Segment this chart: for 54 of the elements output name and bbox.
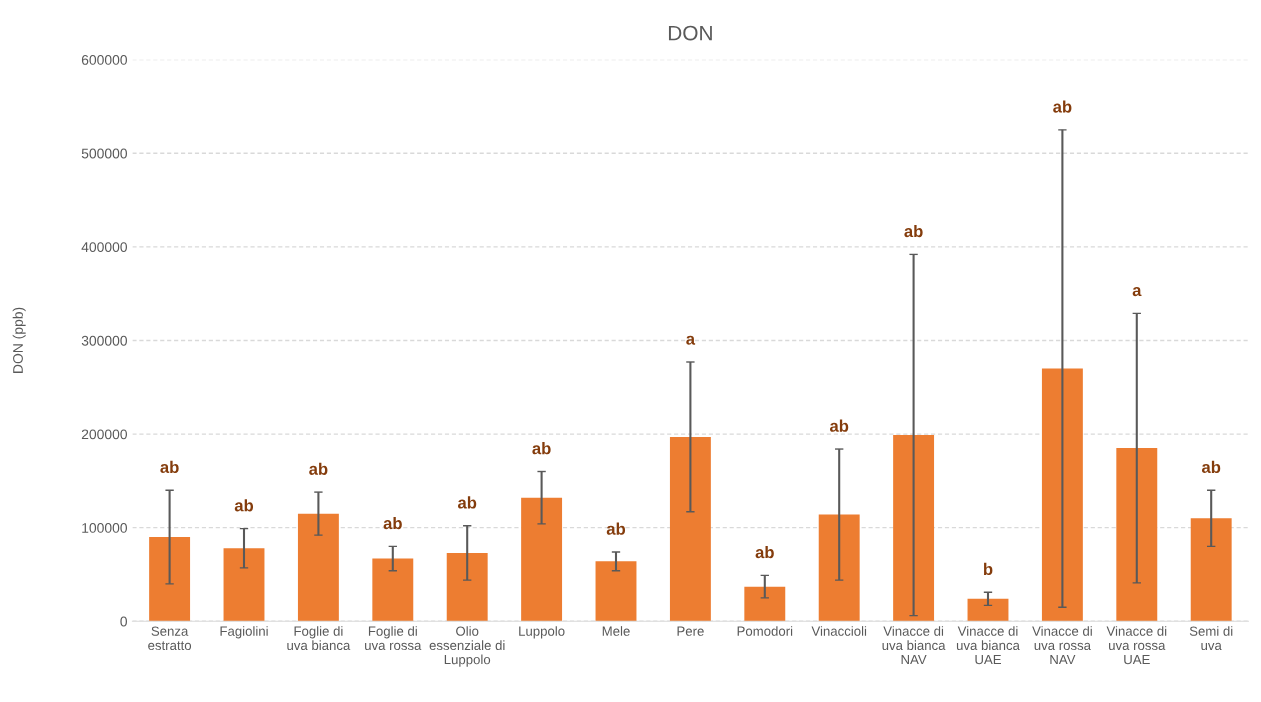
annotation: ab: [606, 522, 626, 535]
annotation: ab: [383, 516, 402, 530]
bar: [446, 552, 488, 622]
y-axis-title: DON (ppb): [12, 307, 26, 373]
x-tick-label: Semi di uva: [1189, 626, 1233, 651]
annotation: a: [1132, 287, 1142, 297]
y-tick-label: 400000: [81, 242, 128, 253]
y-tick-label: 300000: [81, 335, 128, 346]
annotation: ab: [1053, 100, 1072, 113]
bar: [372, 558, 414, 622]
annotation: ab: [755, 545, 774, 559]
bar: [744, 586, 786, 622]
annotation: ab: [1201, 460, 1221, 474]
annotation: ab: [160, 460, 179, 474]
x-tick-label: Vinaccioli: [811, 626, 867, 636]
y-tick-label: 600000: [81, 55, 128, 65]
bar: [669, 436, 711, 622]
x-tick-label: Foglie di uva bianca: [287, 626, 351, 651]
annotation: ab: [234, 499, 254, 512]
bar: [1041, 368, 1083, 622]
x-tick-label: Pere: [677, 626, 704, 636]
bar: [223, 548, 265, 622]
x-tick-label: Foglie di uva rossa: [365, 626, 422, 651]
chart-title: DON: [668, 25, 712, 41]
x-tick-label: Olio essenziale di Luppolo: [429, 626, 505, 667]
bar: [1190, 518, 1232, 622]
x-tick-label: Vinacce di uva rossa UAE: [1106, 626, 1167, 665]
x-tick-label: Fagiolini: [220, 626, 268, 639]
x-tick-label: Vinacce di uva bianca UAE: [956, 626, 1020, 665]
x-tick-label: Vinacce di uva rossa NAV: [1032, 626, 1092, 665]
bar: [149, 537, 191, 622]
bar: [521, 497, 563, 622]
y-tick-label: 0: [120, 616, 127, 627]
x-tick-label: Senza estratto: [148, 626, 192, 651]
annotation: a: [686, 335, 696, 345]
annotation: ab: [829, 419, 849, 432]
y-tick-label: 500000: [81, 148, 128, 159]
bar: [1116, 448, 1158, 622]
y-tick-label: 200000: [81, 429, 128, 440]
x-tick-label: Vinacce di uva bianca NAV: [882, 626, 946, 665]
bar: [967, 598, 1009, 622]
x-tick-label: Luppolo: [519, 626, 565, 639]
annotation: ab: [309, 462, 328, 475]
annotation: b: [984, 562, 993, 576]
bar: [818, 514, 860, 622]
annotation: ab: [532, 442, 551, 455]
x-tick-label: Mele: [602, 626, 630, 636]
bar: [893, 435, 935, 622]
annotation: ab: [457, 496, 477, 509]
y-tick-label: 100000: [82, 523, 128, 533]
bar: [297, 513, 339, 622]
bar: [595, 561, 637, 622]
x-tick-label: Pomodori: [737, 626, 793, 636]
annotation: ab: [904, 224, 923, 238]
